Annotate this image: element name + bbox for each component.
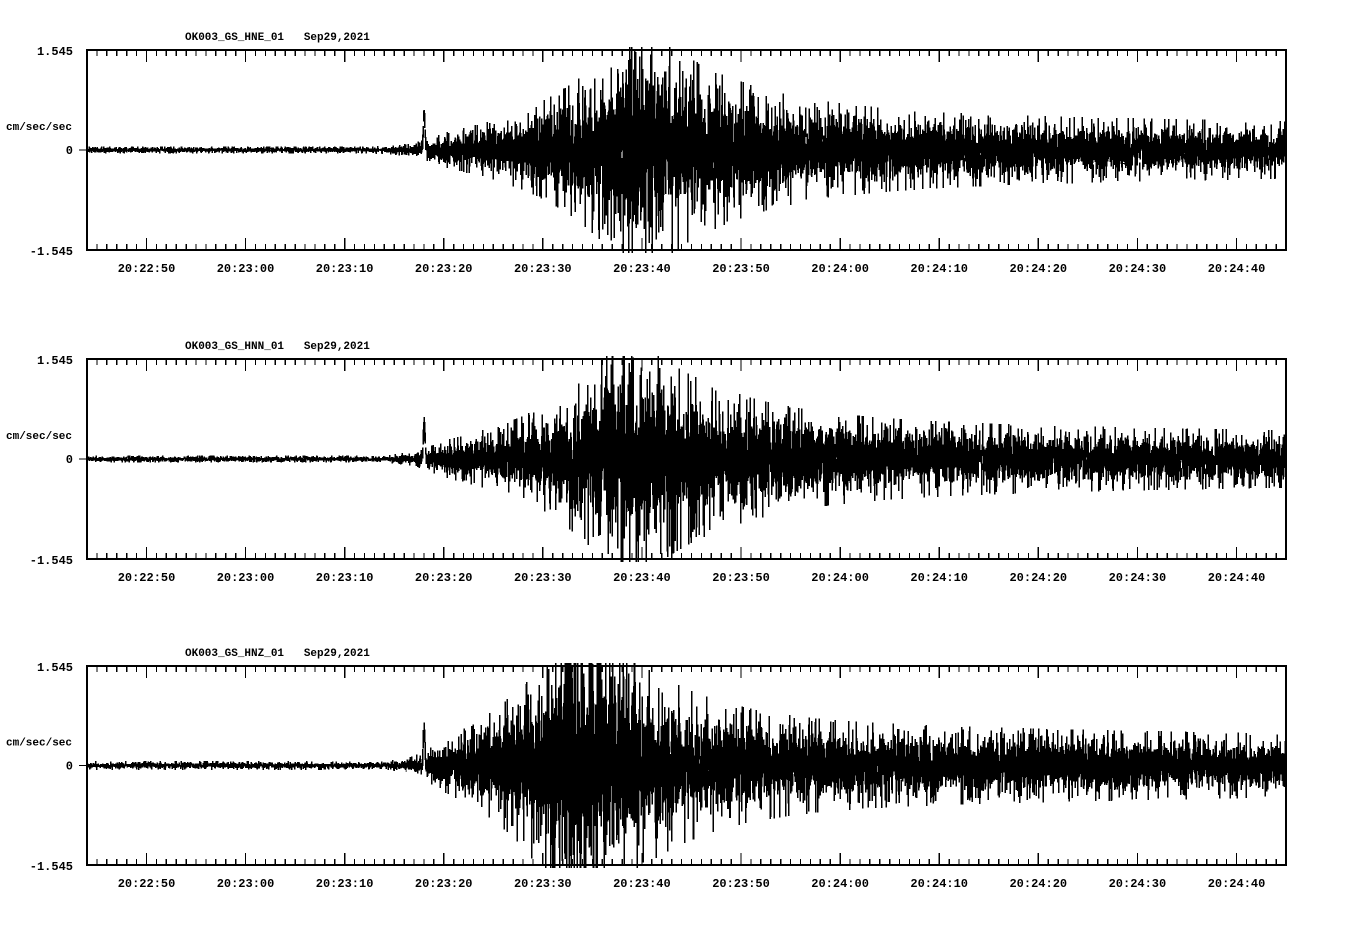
svg-text:20:23:50: 20:23:50 (712, 571, 770, 585)
svg-text:-1.545: -1.545 (30, 554, 73, 568)
svg-text:20:24:10: 20:24:10 (910, 877, 968, 891)
svg-text:OK003_GS_HNN_01 Sep29,2021: OK003_GS_HNN_01 Sep29,2021 (185, 341, 370, 353)
svg-text:20:24:20: 20:24:20 (1009, 262, 1067, 276)
svg-text:20:23:20: 20:23:20 (415, 262, 473, 276)
svg-text:0: 0 (66, 760, 73, 774)
svg-text:20:22:50: 20:22:50 (118, 262, 176, 276)
svg-text:1.545: 1.545 (37, 354, 73, 368)
svg-text:1.545: 1.545 (37, 661, 73, 675)
svg-text:-1.545: -1.545 (30, 245, 73, 259)
svg-text:-1.545: -1.545 (30, 860, 73, 874)
svg-text:20:23:30: 20:23:30 (514, 877, 572, 891)
svg-text:20:24:40: 20:24:40 (1208, 571, 1266, 585)
svg-text:20:23:40: 20:23:40 (613, 571, 671, 585)
svg-text:20:23:50: 20:23:50 (712, 262, 770, 276)
svg-text:20:23:00: 20:23:00 (217, 877, 275, 891)
svg-text:20:23:10: 20:23:10 (316, 877, 374, 891)
svg-text:20:24:20: 20:24:20 (1009, 877, 1067, 891)
svg-text:cm/sec/sec: cm/sec/sec (6, 738, 72, 750)
svg-text:OK003_GS_HNE_01 Sep29,2021: OK003_GS_HNE_01 Sep29,2021 (185, 32, 370, 44)
svg-text:20:23:30: 20:23:30 (514, 571, 572, 585)
svg-text:20:23:20: 20:23:20 (415, 571, 473, 585)
svg-text:20:24:30: 20:24:30 (1109, 262, 1167, 276)
svg-text:20:22:50: 20:22:50 (118, 571, 176, 585)
svg-text:20:23:30: 20:23:30 (514, 262, 572, 276)
svg-text:20:24:00: 20:24:00 (811, 877, 869, 891)
svg-text:20:24:00: 20:24:00 (811, 571, 869, 585)
svg-text:OK003_GS_HNZ_01 Sep29,2021: OK003_GS_HNZ_01 Sep29,2021 (185, 648, 370, 660)
svg-text:cm/sec/sec: cm/sec/sec (6, 122, 72, 134)
svg-text:0: 0 (66, 453, 73, 467)
svg-text:0: 0 (66, 144, 73, 158)
svg-text:cm/sec/sec: cm/sec/sec (6, 431, 72, 443)
svg-text:20:23:00: 20:23:00 (217, 571, 275, 585)
svg-text:20:23:10: 20:23:10 (316, 262, 374, 276)
svg-text:20:24:40: 20:24:40 (1208, 262, 1266, 276)
svg-text:20:24:20: 20:24:20 (1009, 571, 1067, 585)
svg-text:20:22:50: 20:22:50 (118, 877, 176, 891)
svg-text:20:23:40: 20:23:40 (613, 877, 671, 891)
svg-text:20:24:10: 20:24:10 (910, 571, 968, 585)
svg-text:20:23:00: 20:23:00 (217, 262, 275, 276)
svg-text:20:24:30: 20:24:30 (1109, 571, 1167, 585)
svg-text:1.545: 1.545 (37, 45, 73, 59)
svg-text:20:23:10: 20:23:10 (316, 571, 374, 585)
svg-text:20:24:40: 20:24:40 (1208, 877, 1266, 891)
svg-text:20:23:50: 20:23:50 (712, 877, 770, 891)
svg-text:20:24:10: 20:24:10 (910, 262, 968, 276)
svg-text:20:24:30: 20:24:30 (1109, 877, 1167, 891)
svg-text:20:23:20: 20:23:20 (415, 877, 473, 891)
svg-text:20:24:00: 20:24:00 (811, 262, 869, 276)
svg-text:20:23:40: 20:23:40 (613, 262, 671, 276)
